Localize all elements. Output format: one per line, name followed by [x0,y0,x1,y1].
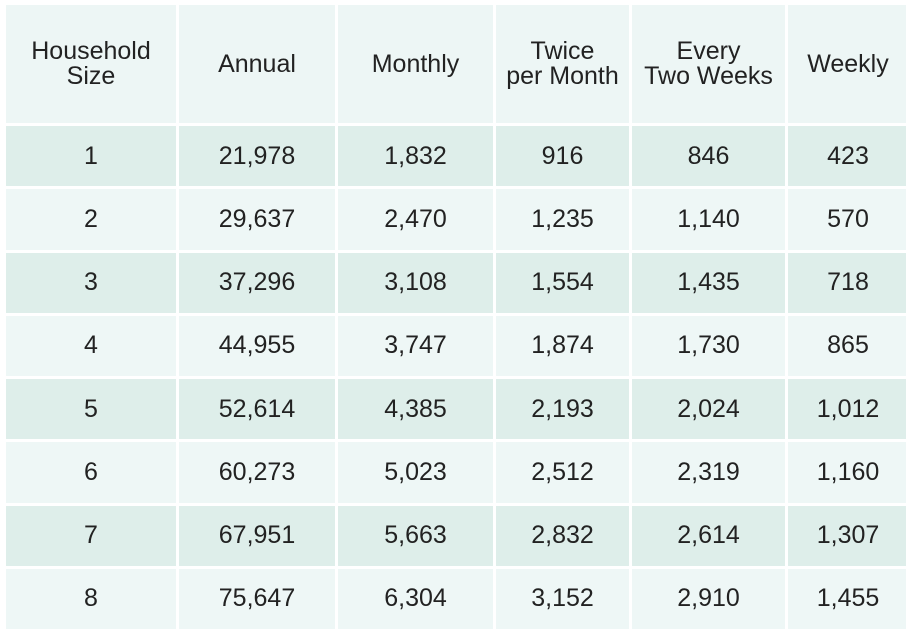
header-every-two-weeks: Every Two Weeks [632,5,785,123]
cell-household-size: 1 [6,126,176,186]
table-row: 2 29,637 2,470 1,235 1,140 570 [6,189,906,249]
table-row: 3 37,296 3,108 1,554 1,435 718 [6,253,906,313]
table-row: 1 21,978 1,832 916 846 423 [6,126,906,186]
cell-annual: 21,978 [179,126,335,186]
cell-twice-per-month: 1,235 [496,189,629,249]
cell-twice-per-month: 916 [496,126,629,186]
cell-annual: 29,637 [179,189,335,249]
cell-weekly: 865 [788,316,906,376]
cell-annual: 60,273 [179,442,335,502]
cell-every-two-weeks: 1,435 [632,253,785,313]
cell-household-size: 8 [6,569,176,629]
cell-twice-per-month: 2,193 [496,379,629,439]
cell-twice-per-month: 1,554 [496,253,629,313]
header-household-size: Household Size [6,5,176,123]
cell-monthly: 4,385 [338,379,493,439]
cell-annual: 67,951 [179,506,335,566]
cell-household-size: 2 [6,189,176,249]
cell-weekly: 570 [788,189,906,249]
cell-weekly: 1,160 [788,442,906,502]
cell-annual: 37,296 [179,253,335,313]
cell-monthly: 5,023 [338,442,493,502]
table-row: 5 52,614 4,385 2,193 2,024 1,012 [6,379,906,439]
cell-every-two-weeks: 1,730 [632,316,785,376]
cell-annual: 52,614 [179,379,335,439]
header-annual: Annual [179,5,335,123]
cell-twice-per-month: 2,512 [496,442,629,502]
cell-weekly: 1,307 [788,506,906,566]
cell-every-two-weeks: 2,614 [632,506,785,566]
cell-weekly: 423 [788,126,906,186]
cell-every-two-weeks: 2,319 [632,442,785,502]
cell-twice-per-month: 1,874 [496,316,629,376]
header-monthly: Monthly [338,5,493,123]
cell-every-two-weeks: 2,024 [632,379,785,439]
cell-every-two-weeks: 1,140 [632,189,785,249]
cell-household-size: 6 [6,442,176,502]
cell-monthly: 3,747 [338,316,493,376]
cell-twice-per-month: 2,832 [496,506,629,566]
cell-household-size: 4 [6,316,176,376]
cell-monthly: 5,663 [338,506,493,566]
table-row: 4 44,955 3,747 1,874 1,730 865 [6,316,906,376]
table-row: 7 67,951 5,663 2,832 2,614 1,307 [6,506,906,566]
cell-every-two-weeks: 2,910 [632,569,785,629]
cell-weekly: 1,012 [788,379,906,439]
cell-annual: 75,647 [179,569,335,629]
cell-monthly: 2,470 [338,189,493,249]
income-table: Household Size Annual Monthly Twice per … [3,2,906,632]
cell-monthly: 6,304 [338,569,493,629]
cell-monthly: 3,108 [338,253,493,313]
table-row: 8 75,647 6,304 3,152 2,910 1,455 [6,569,906,629]
cell-monthly: 1,832 [338,126,493,186]
cell-household-size: 5 [6,379,176,439]
header-weekly: Weekly [788,5,906,123]
cell-annual: 44,955 [179,316,335,376]
table-row: 6 60,273 5,023 2,512 2,319 1,160 [6,442,906,502]
cell-weekly: 1,455 [788,569,906,629]
cell-household-size: 7 [6,506,176,566]
cell-every-two-weeks: 846 [632,126,785,186]
table-header: Household Size Annual Monthly Twice per … [6,5,906,123]
cell-household-size: 3 [6,253,176,313]
cell-weekly: 718 [788,253,906,313]
header-row: Household Size Annual Monthly Twice per … [6,5,906,123]
cell-twice-per-month: 3,152 [496,569,629,629]
table-body: 1 21,978 1,832 916 846 423 2 29,637 2,470 1,235 1,… [6,126,906,629]
header-twice-per-month: Twice per Month [496,5,629,123]
